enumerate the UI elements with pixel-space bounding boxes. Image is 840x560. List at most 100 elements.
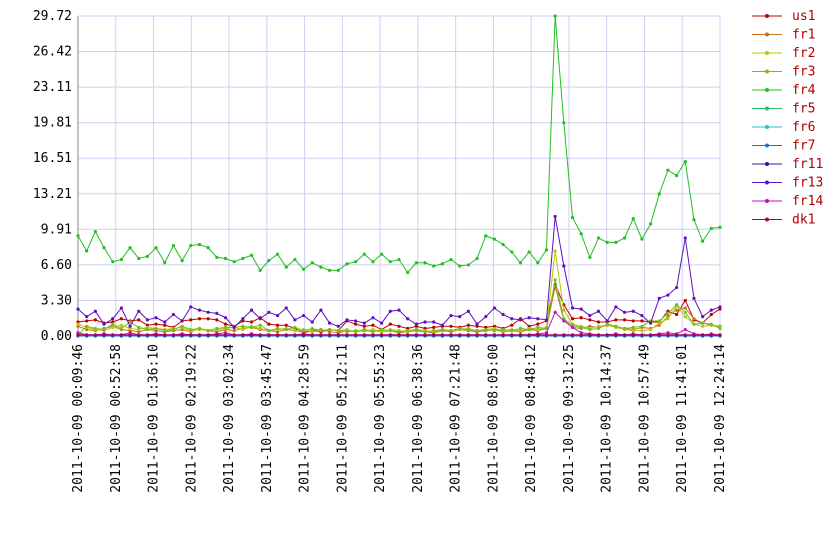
data-point [345, 333, 349, 337]
data-point [163, 323, 167, 327]
data-point [258, 268, 262, 272]
legend-label: fr13 [792, 176, 823, 191]
data-point [406, 329, 410, 333]
data-point [536, 317, 540, 321]
data-point [345, 262, 349, 266]
data-point [518, 326, 523, 331]
data-point [614, 240, 618, 244]
data-point [189, 243, 193, 248]
data-point [275, 333, 280, 337]
data-point [171, 312, 176, 317]
data-point [683, 310, 687, 314]
data-point [310, 330, 314, 334]
data-point [284, 265, 288, 269]
data-point [163, 261, 167, 265]
data-point [93, 333, 97, 337]
data-point [414, 327, 418, 332]
data-point [180, 324, 184, 328]
data-point [614, 318, 618, 322]
x-tick-label: 2011-10-09 03:02:34 [222, 344, 237, 493]
data-point [675, 303, 679, 307]
data-point [718, 326, 722, 331]
data-point [622, 236, 627, 240]
data-point [223, 256, 228, 261]
data-point [102, 327, 106, 332]
data-point [163, 329, 167, 333]
data-point [180, 333, 184, 337]
data-point [449, 329, 453, 333]
data-point [301, 329, 306, 333]
data-point [154, 246, 158, 250]
data-point [197, 242, 202, 247]
data-point [145, 327, 150, 332]
data-point [579, 325, 583, 329]
data-point [675, 333, 679, 337]
y-tick-label: 19.81 [33, 116, 72, 131]
data-point [458, 333, 462, 337]
data-point [154, 333, 158, 337]
data-point [614, 305, 618, 309]
data-point [362, 329, 366, 333]
data-point [189, 333, 193, 337]
data-point [380, 327, 384, 332]
data-point [666, 293, 670, 297]
y-tick-label: 13.21 [33, 187, 72, 202]
data-point [544, 333, 549, 337]
data-point [640, 319, 644, 323]
data-point [241, 317, 245, 321]
data-point [319, 308, 323, 312]
data-point [267, 322, 271, 326]
legend-label: fr5 [792, 102, 815, 117]
data-point [544, 318, 549, 322]
data-point [128, 246, 132, 250]
data-point [692, 322, 696, 326]
data-point [362, 252, 366, 256]
data-point [119, 323, 123, 327]
legend-marker [765, 199, 769, 203]
data-point [675, 312, 679, 317]
data-point [189, 318, 193, 322]
data-point [197, 333, 202, 337]
data-point [223, 333, 228, 337]
data-point [111, 317, 115, 321]
x-tick-label: 2011-10-09 06:38:36 [411, 344, 426, 493]
data-point [588, 333, 592, 337]
data-point [76, 333, 80, 337]
data-point [562, 319, 566, 323]
y-tick-label: 29.72 [33, 9, 72, 24]
data-point [189, 305, 193, 309]
x-tick-label: 2011-10-09 07:21:48 [449, 344, 464, 493]
data-point [553, 278, 557, 282]
data-point [657, 296, 661, 300]
data-point [362, 321, 366, 325]
legend-marker [765, 14, 769, 18]
data-point [718, 333, 722, 337]
series-line [77, 15, 721, 274]
data-point [510, 329, 514, 333]
data-point [111, 325, 115, 329]
data-point [206, 333, 210, 337]
data-point [544, 326, 549, 331]
data-point [596, 320, 601, 324]
data-point [458, 315, 462, 319]
data-point [466, 309, 471, 313]
data-point [397, 308, 401, 312]
legend-marker [765, 88, 769, 92]
data-point [197, 317, 202, 321]
data-point [458, 264, 462, 268]
x-tick-label: 2011-10-09 00:52:58 [109, 344, 124, 493]
data-point [718, 305, 722, 309]
data-point [145, 333, 150, 337]
data-point [683, 159, 687, 164]
data-point [622, 333, 627, 337]
data-point [666, 311, 670, 315]
data-point [76, 307, 80, 311]
x-tick-label: 2011-10-09 01:36:10 [147, 344, 162, 493]
data-point [709, 308, 713, 312]
data-point [631, 309, 635, 313]
data-point [631, 217, 635, 221]
data-point [701, 333, 705, 337]
legend-marker [765, 51, 769, 55]
data-point [93, 318, 97, 322]
data-point [293, 329, 297, 333]
